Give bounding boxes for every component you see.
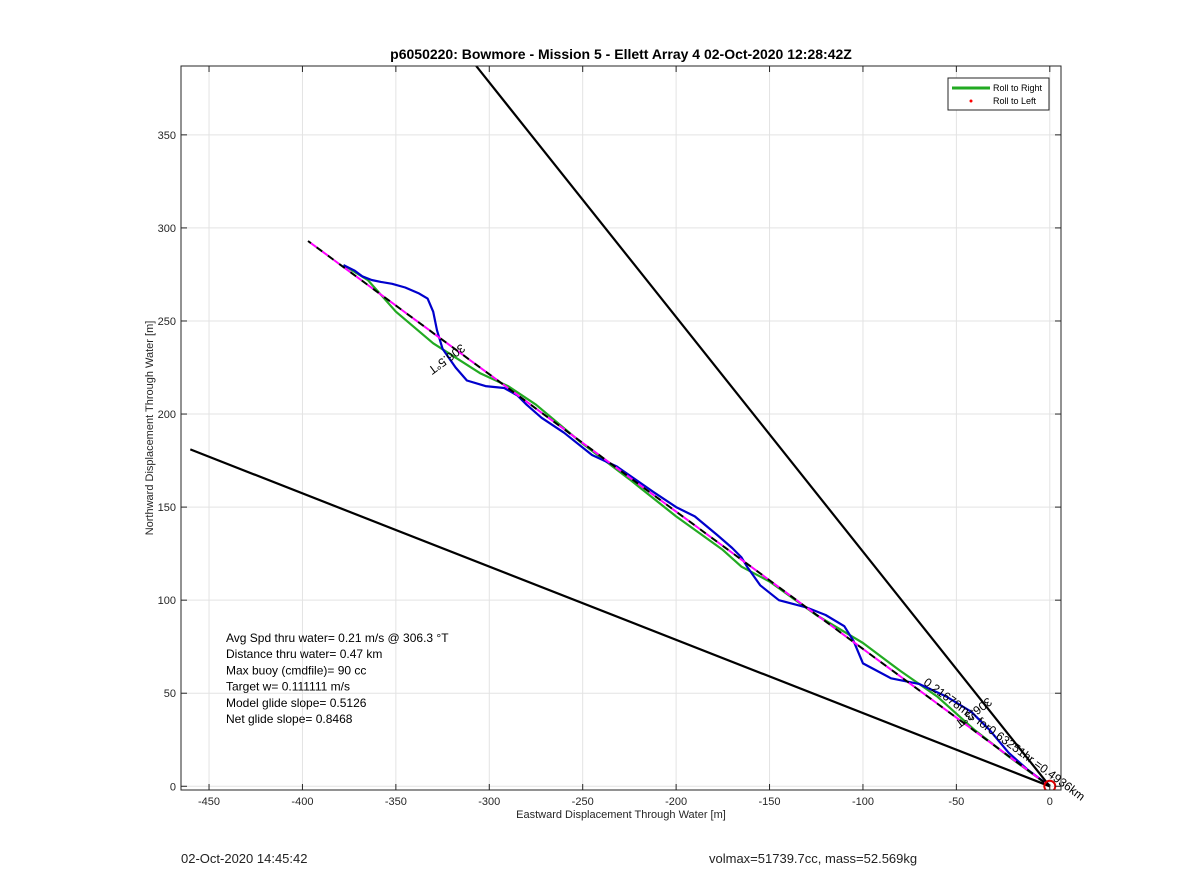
x-tick-label: -300: [478, 796, 500, 808]
legend-label: Roll to Right: [993, 83, 1043, 93]
series-bounding-line-lower: [189, 448, 1051, 788]
y-tick-label: 350: [158, 130, 176, 142]
info-text-line: Target w= 0.111111 m/s: [226, 680, 350, 694]
x-tick-label: -200: [665, 796, 687, 808]
series-glider-track: [343, 264, 1051, 788]
x-tick-label: 0: [1047, 796, 1053, 808]
info-text-line: Model glide slope= 0.5126: [226, 696, 367, 710]
legend-swatch-dot: [969, 99, 973, 103]
axis-ticks: -450 -400 -350 -300 -250 -200 -150 -100 -50 0 0 50 1…: [158, 66, 1061, 808]
y-tick-label: 250: [158, 316, 176, 328]
series-layer: [189, 66, 1057, 790]
series-roll-right-track: [342, 264, 1051, 788]
info-text-line: Net glide slope= 0.8468: [226, 712, 353, 726]
x-tick-label: -350: [385, 796, 407, 808]
legend: Roll to Right Roll to Left: [947, 77, 1050, 111]
x-tick-label: -450: [198, 796, 220, 808]
footer-stats: volmax=51739.7cc, mass=52.569kg: [709, 851, 918, 866]
y-axis-label: Northward Displacement Through Water [m]: [144, 321, 156, 536]
info-text-block: Avg Spd thru water= 0.21 m/s @ 306.3 °T D…: [226, 631, 449, 726]
info-text-line: Distance thru water= 0.47 km: [226, 647, 382, 661]
x-tick-label: -400: [291, 796, 313, 808]
legend-box: [947, 77, 1050, 111]
y-tick-label: 150: [158, 502, 176, 514]
plot-frame: [180, 65, 1062, 791]
chart-title: p6050220: Bowmore - Mission 5 - Ellett A…: [390, 46, 852, 62]
series-bounding-line-upper: [475, 66, 1051, 787]
legend-label: Roll to Left: [993, 96, 1037, 106]
info-text-line: Max buoy (cmdfile)= 90 cc: [226, 663, 366, 677]
y-tick-label: 50: [164, 688, 176, 700]
series-heading-line-black: [307, 240, 1051, 788]
footer-date: 02-Oct-2020 14:45:42: [181, 851, 308, 866]
y-tick-label: 200: [158, 409, 176, 421]
y-tick-label: 0: [170, 781, 176, 793]
grid-lines: [181, 66, 1061, 790]
x-tick-label: -150: [759, 796, 781, 808]
info-text-line: Avg Spd thru water= 0.21 m/s @ 306.3 °T: [226, 631, 449, 645]
x-axis-label: Eastward Displacement Through Water [m]: [516, 809, 726, 821]
plot-area: [181, 66, 1061, 790]
x-tick-label: -100: [852, 796, 874, 808]
y-tick-label: 300: [158, 223, 176, 235]
x-tick-label: -50: [948, 796, 964, 808]
x-tick-label: -250: [572, 796, 594, 808]
y-tick-label: 100: [158, 595, 176, 607]
